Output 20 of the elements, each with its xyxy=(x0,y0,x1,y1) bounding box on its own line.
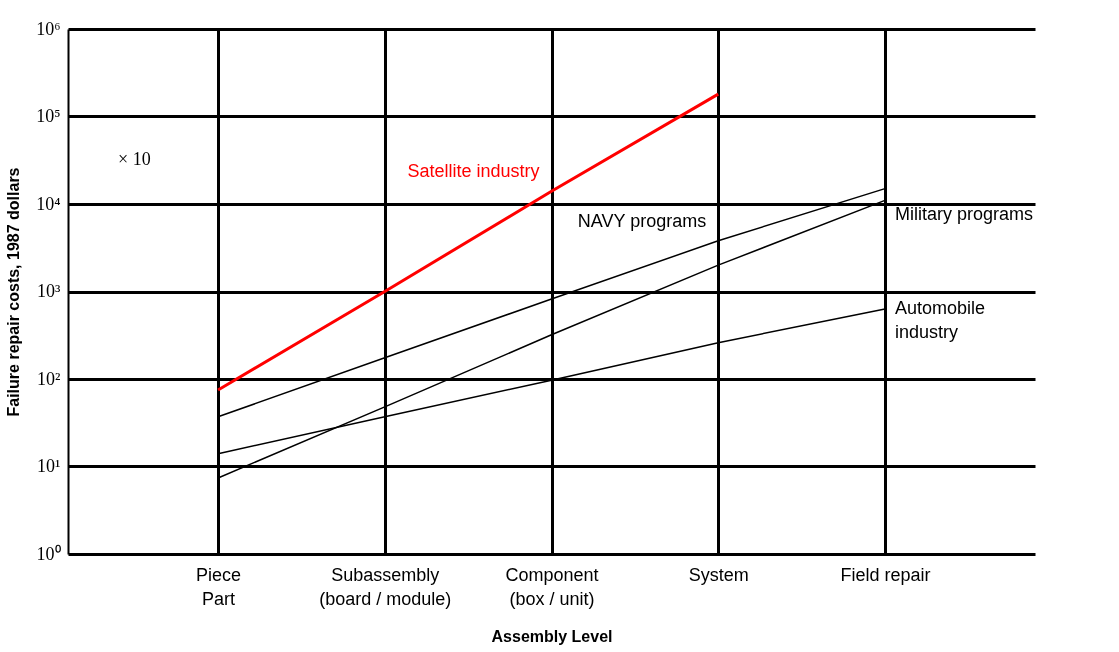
y-tick-label: 10⁵ xyxy=(36,106,61,126)
y-tick-label: 10⁶ xyxy=(36,18,61,39)
x-tick-label: Piece Part xyxy=(196,564,242,609)
series-label: Satellite industry xyxy=(407,161,540,182)
x-tick-label: System xyxy=(688,564,749,585)
y-tick-label: 10² xyxy=(37,368,61,389)
y-tick-label: 10⁰ xyxy=(36,543,61,564)
series-label: Automobile industry xyxy=(894,298,986,343)
x-tick-label: Field repair xyxy=(840,564,931,585)
x-axis-title: Assembly Level xyxy=(491,627,613,645)
x-tick-label: Subassembly (board / module) xyxy=(319,564,452,609)
y-tick-label: 10³ xyxy=(37,281,62,301)
series-label: Military programs xyxy=(894,204,1033,225)
y-tick-label: 10⁴ xyxy=(36,193,61,214)
series-label: NAVY programs xyxy=(577,210,707,231)
line-series xyxy=(216,92,720,392)
y-axis-title: Failure repair costs, 1987 dollars xyxy=(5,167,23,417)
y-tick-label: 10¹ xyxy=(37,456,61,476)
x-tick-label: Component (box / unit) xyxy=(505,564,599,609)
annotation: × 10 xyxy=(118,149,151,169)
